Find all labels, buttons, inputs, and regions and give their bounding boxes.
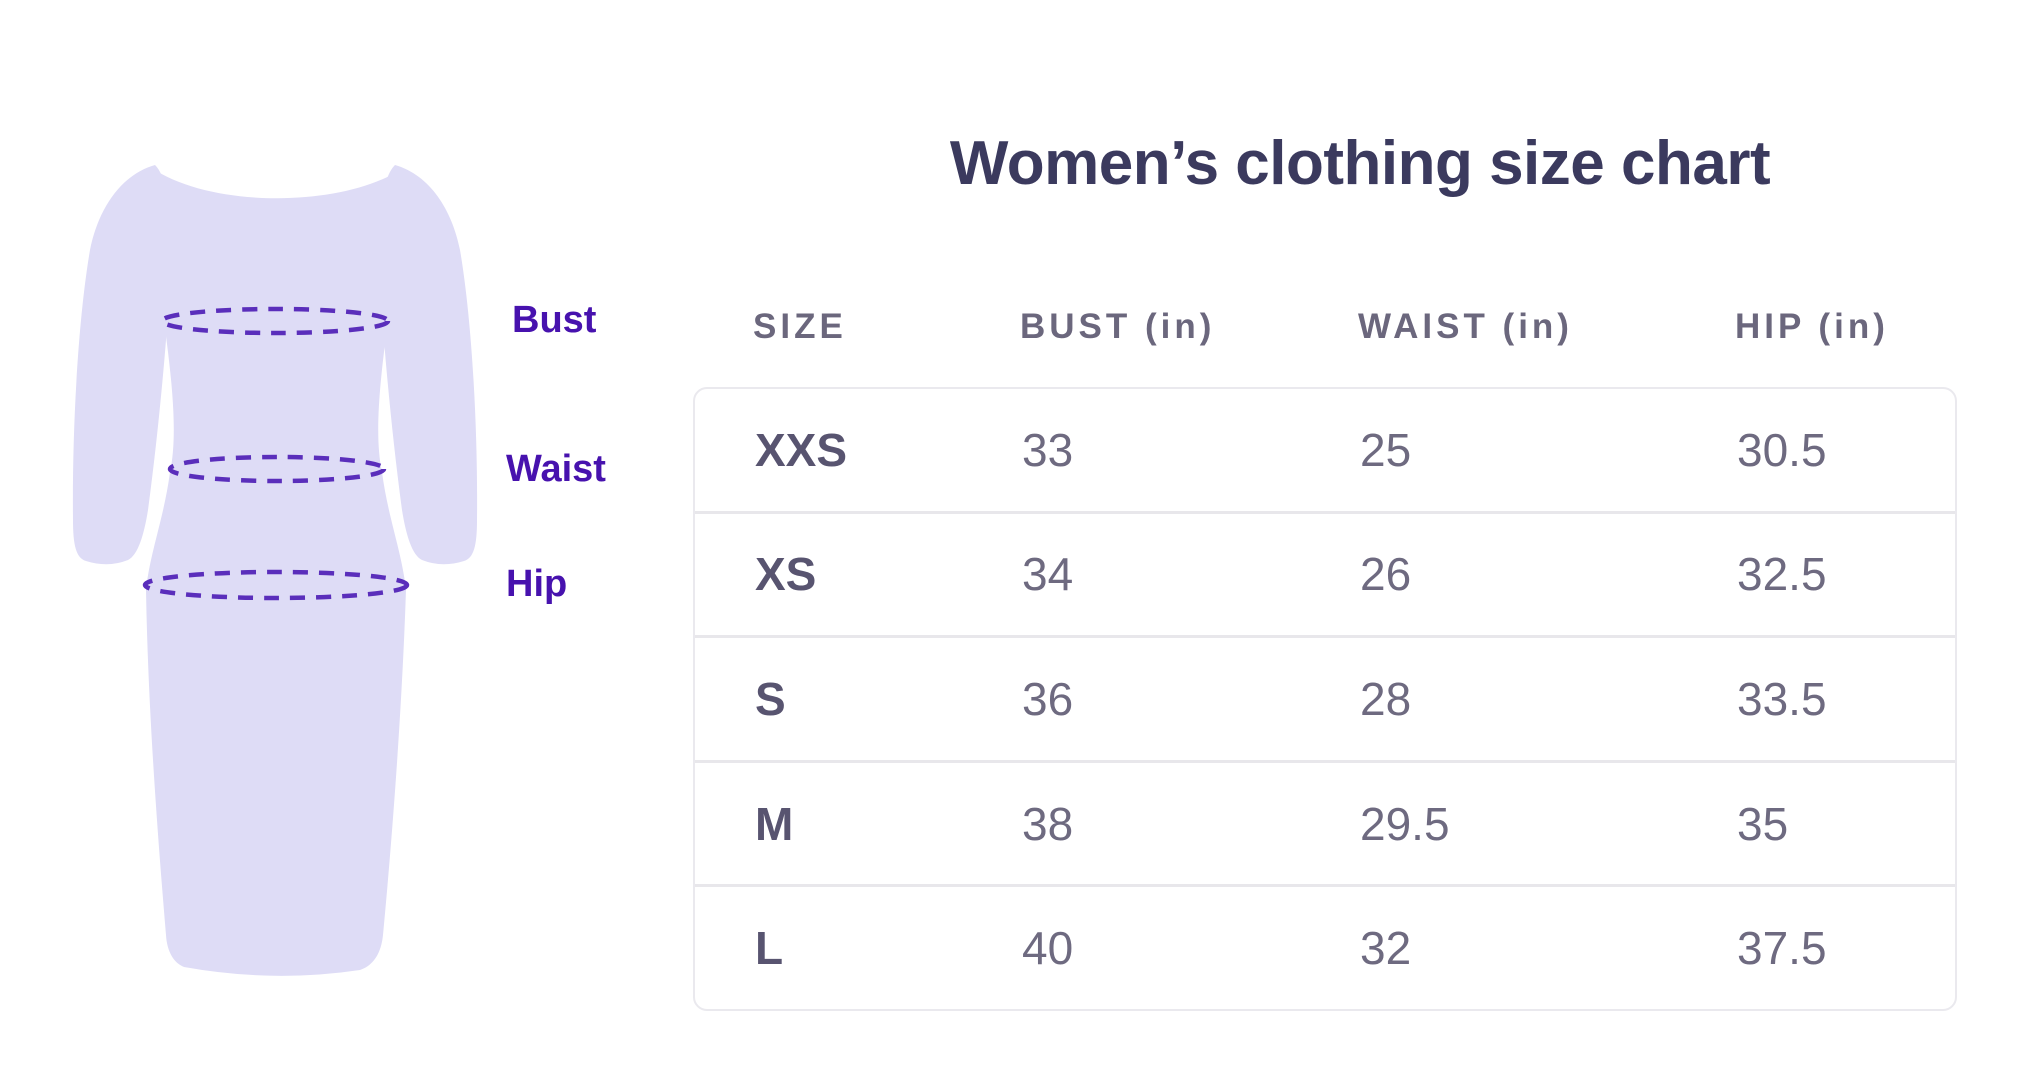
waist-measure-line xyxy=(167,454,387,484)
bust-value: 40 xyxy=(1022,922,1074,975)
table-row-xxs: XXS 33 25 30.5 xyxy=(695,389,1955,511)
size-table: XXS 33 25 30.5 XS 34 26 32.5 S 36 28 33.… xyxy=(693,387,1957,1011)
hip-value: 33.5 xyxy=(1737,672,1827,725)
size-value: S xyxy=(755,672,786,725)
table-row-xs: XS 34 26 32.5 xyxy=(695,510,1955,636)
column-header-size: SIZE xyxy=(753,307,847,346)
size-value: M xyxy=(755,797,794,850)
dress-illustration xyxy=(72,165,478,976)
hip-value: 30.5 xyxy=(1737,423,1827,476)
bust-value: 34 xyxy=(1022,548,1074,601)
waist-value: 29.5 xyxy=(1360,797,1450,850)
page-title: Women’s clothing size chart xyxy=(949,129,1771,198)
waist-value: 32 xyxy=(1360,922,1412,975)
table-row-m: M 38 29.5 35 xyxy=(695,759,1955,885)
hip-measure-line xyxy=(142,569,410,601)
bust-label: Bust xyxy=(512,299,597,341)
waist-label: Waist xyxy=(506,448,606,490)
hip-value: 35 xyxy=(1737,797,1789,850)
table-row-s: S 36 28 33.5 xyxy=(695,635,1955,760)
size-value: L xyxy=(755,922,784,975)
bust-value: 36 xyxy=(1022,672,1074,725)
size-value: XXS xyxy=(755,423,848,476)
hip-label: Hip xyxy=(506,563,568,605)
hip-value: 37.5 xyxy=(1737,922,1827,975)
size-table-header: SIZE BUST (in) WAIST (in) HIP (in) xyxy=(693,305,1957,349)
column-header-hip: HIP (in) xyxy=(1735,307,1889,346)
waist-value: 28 xyxy=(1360,672,1412,725)
table-row-l: L 40 32 37.5 xyxy=(695,884,1955,1009)
column-header-waist: WAIST (in) xyxy=(1358,307,1573,346)
waist-value: 25 xyxy=(1360,423,1412,476)
hip-value: 32.5 xyxy=(1737,548,1827,601)
bust-value: 38 xyxy=(1022,797,1074,850)
bust-value: 33 xyxy=(1022,423,1074,476)
bust-measure-line xyxy=(159,306,391,336)
column-header-bust: BUST (in) xyxy=(1020,307,1216,346)
waist-value: 26 xyxy=(1360,548,1412,601)
size-value: XS xyxy=(755,548,817,601)
